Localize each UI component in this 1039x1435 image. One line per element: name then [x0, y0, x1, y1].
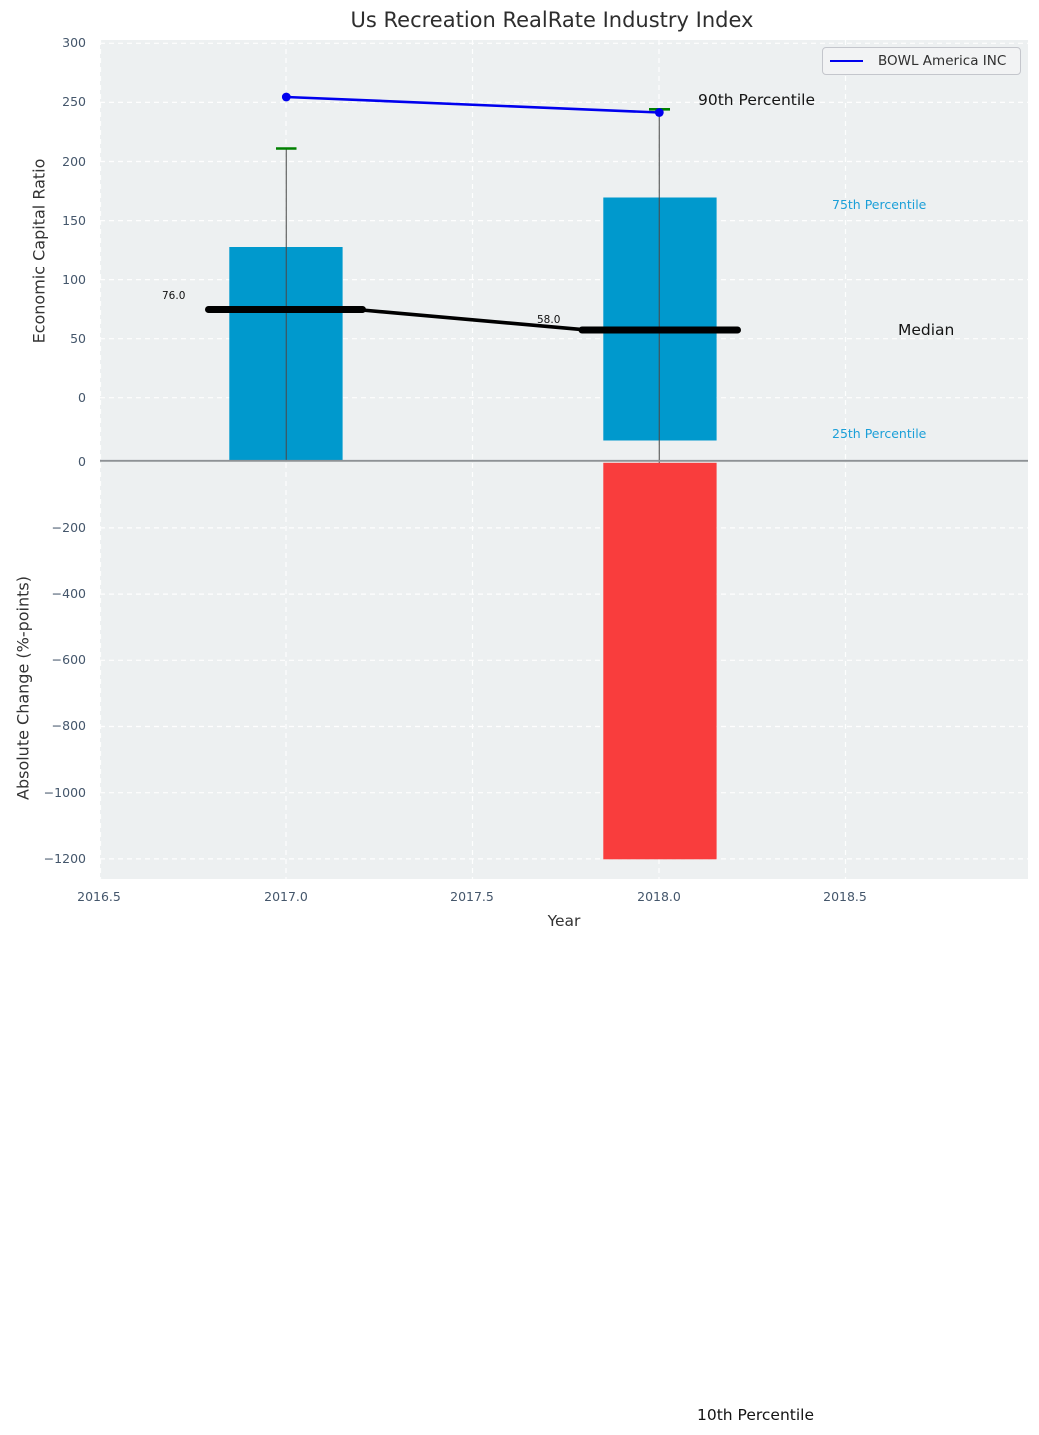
xtick-2018-0: 2018.0 — [637, 889, 681, 904]
ytick-bot--200: −200 — [51, 520, 86, 535]
ytick-bot--400: −400 — [51, 586, 86, 601]
ytick-bot--1000: −1000 — [43, 785, 86, 800]
median-connector — [361, 308, 586, 332]
bottom-y-axis-label: Absolute Change (%-points) — [13, 576, 33, 800]
annotation-75th-percentile: 75th Percentile — [832, 197, 927, 212]
gridlines — [99, 40, 1028, 879]
legend: BOWL America INC — [822, 47, 1021, 75]
ytick-bot--1200: −1200 — [43, 851, 86, 866]
bowl-marker-2017 — [281, 92, 291, 102]
annotation-90th-percentile: 90th Percentile — [698, 91, 816, 109]
ytick-top-200: 200 — [62, 154, 86, 169]
ytick-bot--600: −600 — [51, 652, 86, 667]
xtick-2017-5: 2017.5 — [450, 889, 494, 904]
ytick-top-50: 50 — [70, 331, 86, 346]
median-value-2017: 76.0 — [162, 290, 186, 302]
annotation-median: Median — [898, 321, 955, 339]
ytick-top-100: 100 — [62, 272, 86, 287]
ytick-bot-0: 0 — [78, 454, 86, 469]
ytick-top-0: 0 — [78, 390, 86, 405]
chart-title: Us Recreation RealRate Industry Index — [350, 8, 754, 32]
ytick-top-150: 150 — [62, 213, 86, 228]
top-y-axis-label: Economic Capital Ratio — [29, 158, 49, 344]
xtick-2016-5: 2016.5 — [77, 889, 121, 904]
ytick-top-300: 300 — [62, 35, 86, 50]
annotation-10th-percentile: 10th Percentile — [697, 1406, 815, 1424]
xtick-2018-5: 2018.5 — [823, 889, 867, 904]
median-value-2018: 58.0 — [537, 314, 561, 326]
xtick-2017-0: 2017.0 — [264, 889, 308, 904]
ytick-top-250: 250 — [62, 94, 86, 109]
bowl-line — [286, 95, 660, 114]
change-bar-2018 — [603, 462, 717, 860]
annotation-25th-percentile: 25th Percentile — [832, 426, 927, 441]
x-axis-label: Year — [547, 912, 581, 930]
legend-label: BOWL America INC — [878, 53, 1007, 69]
legend-line-sample-icon — [830, 60, 863, 62]
bowl-marker-2018 — [654, 108, 664, 117]
ytick-bot--800: −800 — [51, 718, 86, 733]
